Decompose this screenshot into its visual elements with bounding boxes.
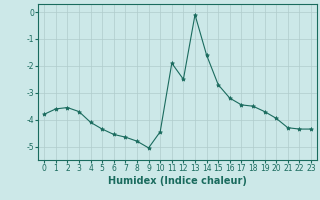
X-axis label: Humidex (Indice chaleur): Humidex (Indice chaleur) xyxy=(108,176,247,186)
